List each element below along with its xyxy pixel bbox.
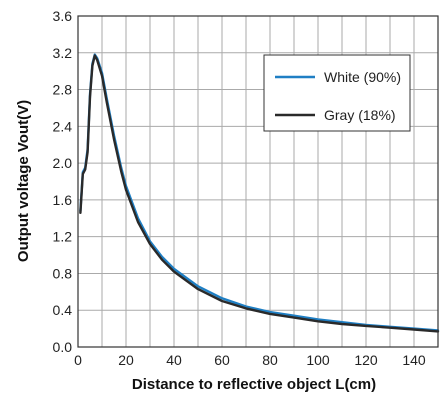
y-tick-labels: 0.0 0.4 0.8 1.2 1.6 2.0 2.4 2.8 3.2 3.6	[53, 8, 73, 355]
legend-gray-label: Gray (18%)	[324, 107, 396, 123]
y-tick-label: 3.6	[53, 8, 73, 24]
y-tick-label: 0.8	[53, 265, 73, 281]
legend-white-label: White (90%)	[324, 69, 401, 85]
y-tick-label: 2.4	[53, 118, 73, 134]
y-tick-label: 2.0	[53, 155, 73, 171]
y-axis-title: Output voltage Vout(V)	[15, 100, 32, 262]
legend: White (90%) Gray (18%)	[263, 54, 411, 132]
plot-frame	[77, 15, 439, 348]
x-tick-label: 20	[118, 352, 134, 368]
y-tick-label: 1.6	[53, 192, 73, 208]
x-tick-label: 40	[166, 352, 182, 368]
x-tick-label: 60	[214, 352, 230, 368]
y-tick-label: 3.2	[53, 45, 73, 61]
x-tick-label: 140	[402, 352, 426, 368]
x-tick-label: 80	[262, 352, 278, 368]
x-tick-label: 120	[354, 352, 378, 368]
x-axis-title: Distance to reflective object L(cm)	[132, 376, 376, 393]
series-lines	[79, 53, 440, 333]
x-tick-labels: 0 20 40 60 80 100 120 140	[74, 352, 426, 368]
legend-box	[263, 54, 411, 132]
x-tick-label: 100	[306, 352, 330, 368]
x-tick-label: 0	[74, 352, 82, 368]
y-tick-label: 0.4	[53, 302, 73, 318]
y-tick-label: 0.0	[53, 339, 73, 355]
series-line-gray	[79, 54, 440, 333]
y-tick-label: 1.2	[53, 229, 73, 245]
y-tick-label: 2.8	[53, 82, 73, 98]
